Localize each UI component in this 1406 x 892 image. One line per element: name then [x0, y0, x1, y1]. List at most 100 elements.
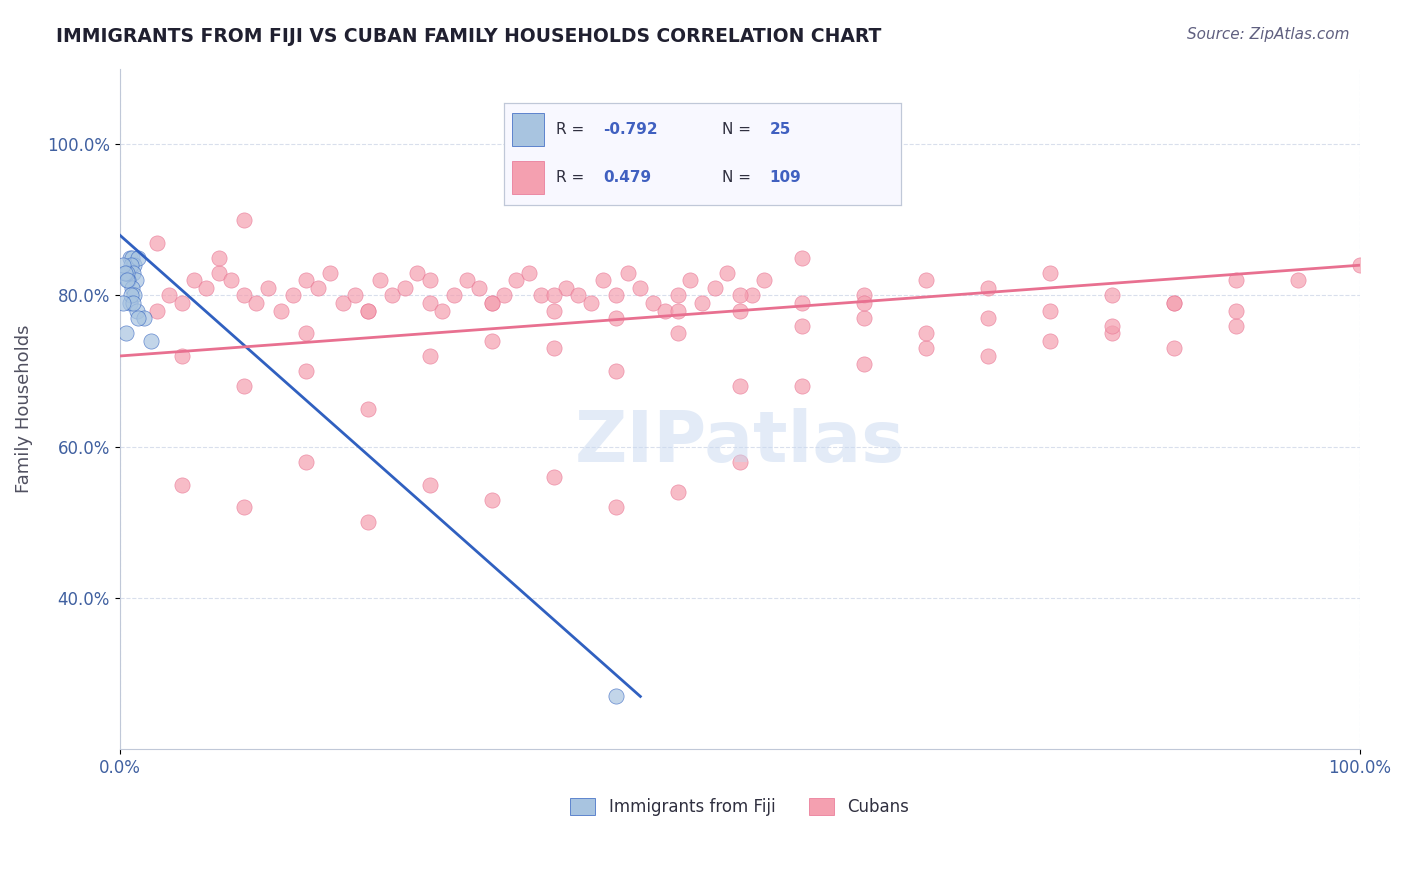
- Point: [170, 296, 193, 310]
- Point: [628, 281, 651, 295]
- Point: [914, 273, 936, 287]
- Point: [543, 470, 565, 484]
- Legend: Immigrants from Fiji, Cubans: Immigrants from Fiji, Cubans: [564, 791, 915, 822]
- Point: [294, 455, 316, 469]
- Point: [505, 273, 527, 287]
- Point: [592, 273, 614, 287]
- Text: IMMIGRANTS FROM FIJI VS CUBAN FAMILY HOUSEHOLDS CORRELATION CHART: IMMIGRANTS FROM FIJI VS CUBAN FAMILY HOU…: [56, 27, 882, 45]
- Point: [419, 477, 441, 491]
- Point: [666, 288, 689, 302]
- Point: [115, 266, 138, 280]
- Point: [183, 273, 205, 287]
- Point: [605, 288, 627, 302]
- Point: [294, 364, 316, 378]
- Point: [112, 296, 135, 310]
- Point: [232, 288, 254, 302]
- Point: [157, 288, 180, 302]
- Point: [114, 266, 136, 280]
- Point: [456, 273, 478, 287]
- Point: [852, 296, 875, 310]
- Point: [976, 281, 998, 295]
- Point: [430, 303, 453, 318]
- Point: [270, 303, 292, 318]
- Point: [332, 296, 354, 310]
- Point: [1101, 288, 1123, 302]
- Point: [443, 288, 465, 302]
- Point: [790, 318, 813, 333]
- Point: [356, 516, 378, 530]
- Point: [1038, 266, 1060, 280]
- Point: [1038, 334, 1060, 348]
- Point: [368, 273, 391, 287]
- Point: [115, 273, 138, 287]
- Point: [579, 296, 602, 310]
- Point: [1348, 258, 1371, 272]
- Point: [112, 258, 135, 272]
- Point: [741, 288, 763, 302]
- Point: [232, 379, 254, 393]
- Point: [790, 296, 813, 310]
- Point: [1101, 326, 1123, 341]
- Text: Source: ZipAtlas.com: Source: ZipAtlas.com: [1187, 27, 1350, 42]
- Point: [356, 303, 378, 318]
- Point: [1163, 296, 1185, 310]
- Point: [122, 296, 145, 310]
- Point: [120, 288, 142, 302]
- Point: [127, 251, 149, 265]
- Point: [307, 281, 329, 295]
- Y-axis label: Family Households: Family Households: [15, 325, 32, 493]
- Point: [754, 273, 776, 287]
- Point: [419, 296, 441, 310]
- Point: [208, 251, 231, 265]
- Point: [666, 303, 689, 318]
- Point: [124, 258, 146, 272]
- Point: [543, 288, 565, 302]
- Point: [356, 401, 378, 416]
- Point: [125, 303, 148, 318]
- Point: [114, 326, 136, 341]
- Point: [146, 235, 169, 250]
- Point: [666, 326, 689, 341]
- Point: [120, 258, 142, 272]
- Point: [468, 281, 491, 295]
- Point: [481, 296, 503, 310]
- Point: [319, 266, 342, 280]
- Point: [1163, 342, 1185, 356]
- Point: [1038, 303, 1060, 318]
- Point: [118, 296, 141, 310]
- Point: [170, 349, 193, 363]
- Point: [294, 326, 316, 341]
- Point: [1163, 296, 1185, 310]
- Point: [232, 500, 254, 515]
- Point: [1225, 303, 1247, 318]
- Point: [124, 288, 146, 302]
- Point: [419, 273, 441, 287]
- Point: [555, 281, 578, 295]
- Point: [492, 288, 515, 302]
- Point: [728, 455, 751, 469]
- Point: [394, 281, 416, 295]
- Point: [517, 266, 540, 280]
- Point: [543, 342, 565, 356]
- Point: [617, 266, 640, 280]
- Point: [219, 273, 242, 287]
- Point: [1225, 273, 1247, 287]
- Point: [139, 334, 162, 348]
- Point: [356, 303, 378, 318]
- Point: [134, 311, 156, 326]
- Point: [121, 251, 143, 265]
- Point: [703, 281, 725, 295]
- Point: [654, 303, 676, 318]
- Point: [481, 296, 503, 310]
- Point: [344, 288, 367, 302]
- Text: ZIPatlas: ZIPatlas: [575, 409, 904, 477]
- Point: [122, 266, 145, 280]
- Point: [914, 326, 936, 341]
- Point: [567, 288, 589, 302]
- Point: [728, 288, 751, 302]
- Point: [114, 266, 136, 280]
- Point: [976, 349, 998, 363]
- Point: [170, 477, 193, 491]
- Point: [543, 303, 565, 318]
- Point: [914, 342, 936, 356]
